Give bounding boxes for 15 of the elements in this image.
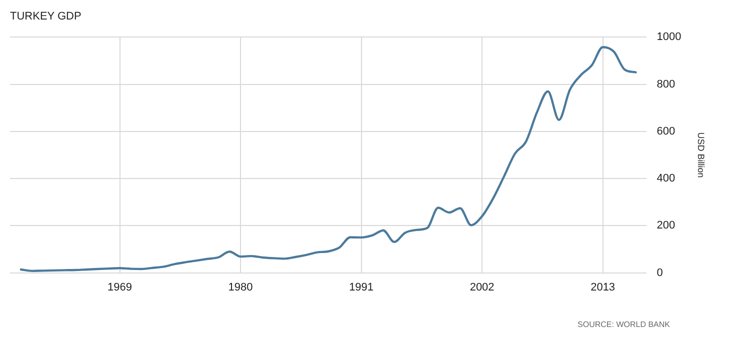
y-axis-title: USD Billion bbox=[696, 132, 706, 178]
y-tick-label: 800 bbox=[656, 78, 676, 90]
y-tick-label: 1000 bbox=[656, 31, 682, 44]
x-tick-label: 1980 bbox=[228, 281, 253, 294]
x-tick-label: 1969 bbox=[108, 281, 132, 294]
y-tick-label: 0 bbox=[656, 266, 663, 279]
x-tick-label: 2002 bbox=[470, 281, 494, 294]
source-note: SOURCE: WORLD BANK bbox=[578, 320, 671, 330]
x-tick-label: 2013 bbox=[590, 281, 616, 294]
line-series bbox=[20, 46, 637, 272]
y-tick-label: 200 bbox=[656, 220, 676, 232]
chart-title: TURKEY GDP bbox=[10, 10, 82, 23]
x-tick-label: 1991 bbox=[349, 281, 374, 294]
y-tick-label: 600 bbox=[656, 125, 676, 138]
y-tick-label: 400 bbox=[656, 172, 676, 185]
